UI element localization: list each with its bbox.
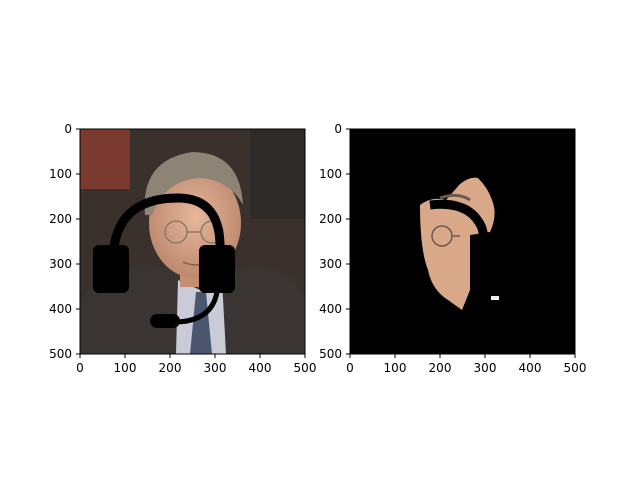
y-tick-label: 0 — [64, 122, 72, 136]
headset-mic — [150, 314, 180, 328]
y-tick-label: 100 — [49, 167, 72, 181]
hair — [144, 152, 243, 215]
white-speck — [491, 296, 499, 300]
x-tick-label: 400 — [519, 361, 542, 375]
segment-headset-cutout — [429, 199, 489, 287]
y-tick-label: 500 — [49, 347, 72, 361]
x-tick-label: 300 — [204, 361, 227, 375]
segmented-face-region — [420, 177, 495, 310]
y-tick-label: 500 — [319, 347, 342, 361]
right-image-panel — [350, 129, 575, 354]
y-tick-label: 200 — [319, 212, 342, 226]
y-tick-label: 400 — [319, 302, 342, 316]
y-tick-label: 100 — [319, 167, 342, 181]
headset-mic-boom — [177, 291, 220, 325]
x-tick-label: 500 — [564, 361, 587, 375]
headset-overlay — [93, 193, 235, 328]
y-tick-label: 300 — [49, 257, 72, 271]
segment-hair-shadow — [439, 193, 471, 202]
right-panel-frame — [349, 128, 576, 355]
x-tick-label: 100 — [114, 361, 137, 375]
y-tick-label: 200 — [49, 212, 72, 226]
x-tick-label: 200 — [159, 361, 182, 375]
y-tick-label: 300 — [319, 257, 342, 271]
segment-glasses — [431, 225, 460, 247]
x-tick-label: 200 — [429, 361, 452, 375]
dark-background-region — [250, 129, 305, 219]
left-image-panel — [80, 129, 305, 354]
axes-layer: 0 100 200 300 400 500 0 100 200 300 400 500 0 100 200 3… — [49, 122, 586, 375]
red-background-region — [80, 129, 130, 189]
left-panel-frame — [79, 128, 306, 355]
x-tick-label: 500 — [294, 361, 317, 375]
y-tick-label: 0 — [334, 122, 342, 136]
x-tick-label: 400 — [249, 361, 272, 375]
x-tick-label: 100 — [384, 361, 407, 375]
headset-band — [108, 193, 225, 263]
x-tick-label: 0 — [346, 361, 354, 375]
headset-left-earcup — [93, 245, 129, 293]
x-tick-label: 0 — [76, 361, 84, 375]
x-tick-label: 300 — [474, 361, 497, 375]
tie — [190, 292, 212, 354]
y-tick-label: 400 — [49, 302, 72, 316]
headset-right-earcup — [199, 245, 235, 293]
